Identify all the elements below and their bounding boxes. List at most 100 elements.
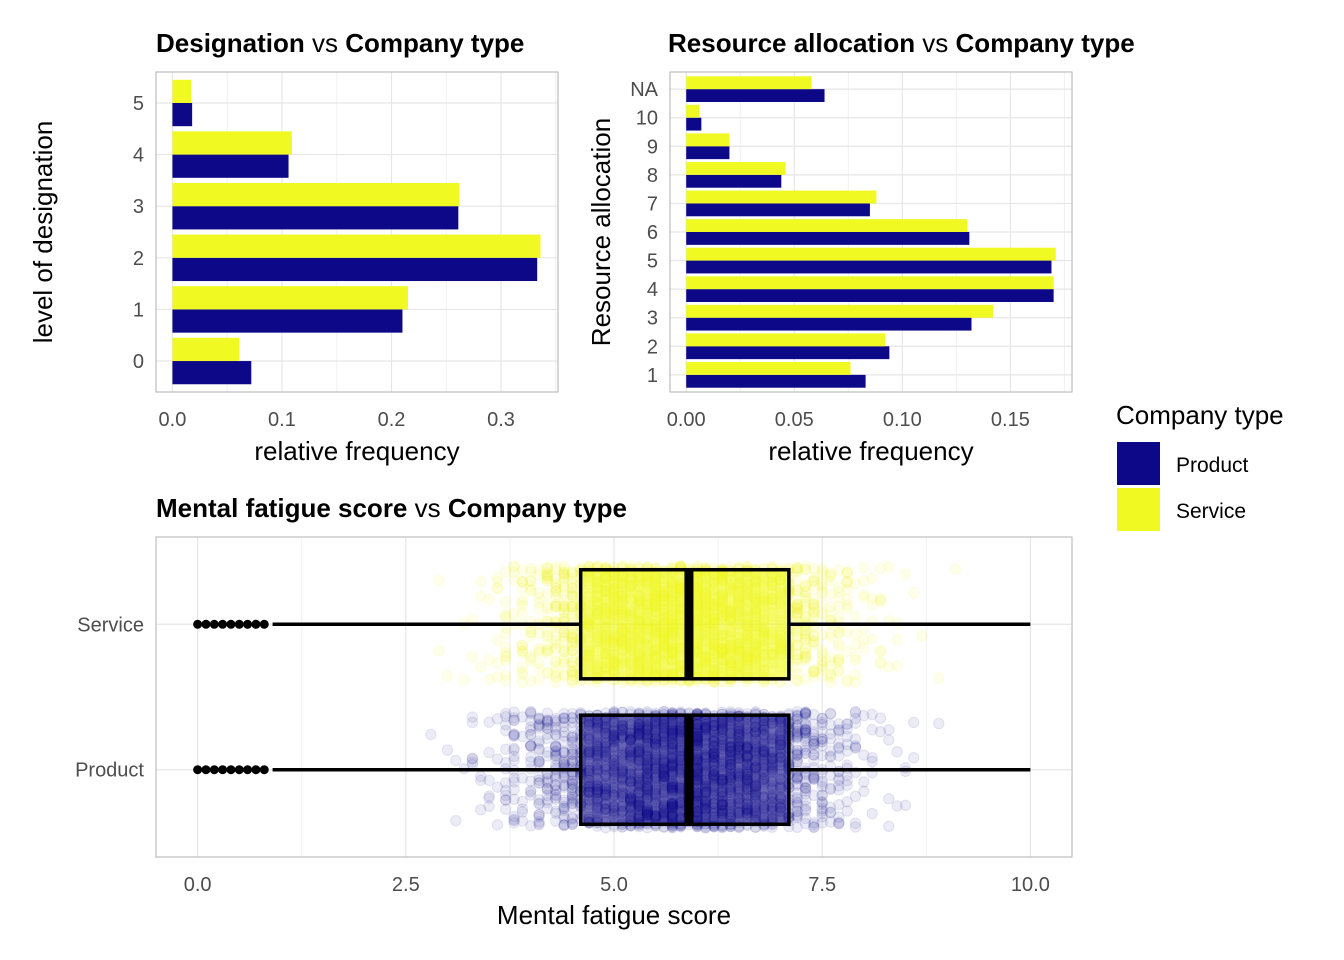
jitter-point xyxy=(874,562,887,574)
jitter-point xyxy=(791,755,803,768)
jitter-point xyxy=(566,631,579,643)
jitter-point xyxy=(558,645,570,658)
jitter-point xyxy=(816,565,828,577)
jitter-point xyxy=(533,735,545,747)
jitter-point xyxy=(791,747,803,759)
jitter-point xyxy=(525,630,537,642)
jitter-point xyxy=(441,670,454,682)
jitter-point xyxy=(525,714,537,727)
jitter-point xyxy=(799,724,812,736)
jitter-point xyxy=(816,807,828,820)
jitter-point xyxy=(566,582,579,594)
jitter-point xyxy=(566,755,579,768)
jitter-point xyxy=(525,708,537,720)
jitter-point xyxy=(833,586,845,598)
jitter-point xyxy=(533,819,545,831)
jitter-point xyxy=(791,638,803,650)
bar-service-1 xyxy=(686,362,851,375)
jitter-point xyxy=(566,601,579,613)
jitter-point xyxy=(558,626,570,638)
y-axis-label: Resource allocation xyxy=(586,118,616,346)
jitter-point xyxy=(849,740,862,752)
jitter-point xyxy=(533,663,545,675)
jitter-point xyxy=(816,663,828,675)
jitter-point xyxy=(824,669,837,682)
chart-title-part: vs xyxy=(305,28,345,58)
jitter-point xyxy=(525,706,537,719)
jitter-point xyxy=(799,782,812,794)
jitter-point xyxy=(791,725,803,738)
jitter-point xyxy=(824,575,837,587)
jitter-point xyxy=(500,707,512,720)
jitter-point xyxy=(791,756,803,768)
jitter-point xyxy=(808,603,820,615)
jitter-point xyxy=(833,798,845,811)
jitter-point xyxy=(558,746,570,758)
jitter-point xyxy=(566,813,579,825)
jitter-point xyxy=(475,770,487,783)
jitter-point xyxy=(799,727,812,739)
jitter-point xyxy=(791,811,803,824)
jitter-point xyxy=(558,655,570,668)
jitter-point xyxy=(558,720,570,733)
jitter-point xyxy=(558,567,570,579)
jitter-point xyxy=(791,771,803,783)
bar-service-1 xyxy=(172,286,408,310)
jitter-point xyxy=(791,749,803,761)
jitter-point xyxy=(849,707,862,719)
jitter-point xyxy=(500,724,512,737)
jitter-point xyxy=(508,750,520,763)
jitter-point xyxy=(808,629,820,642)
jitter-point xyxy=(516,607,529,619)
jitter-point xyxy=(791,799,803,812)
jitter-point xyxy=(475,576,487,588)
jitter-point xyxy=(791,798,803,810)
jitter-point xyxy=(541,572,554,584)
jitter-point xyxy=(866,572,878,584)
jitter-point xyxy=(558,716,570,728)
jitter-point xyxy=(550,582,562,594)
jitter-point xyxy=(791,728,803,740)
jitter-point xyxy=(533,774,545,786)
jitter-point xyxy=(508,729,520,742)
jitter-point xyxy=(566,676,579,689)
jitter-point xyxy=(508,813,520,826)
jitter-point xyxy=(558,796,570,809)
jitter-point xyxy=(541,562,554,574)
jitter-point xyxy=(541,643,554,655)
y-tick-label: 5 xyxy=(647,251,658,273)
chart-title-part: Company type xyxy=(345,28,524,58)
jitter-point xyxy=(816,749,828,762)
x-tick-label: 0.3 xyxy=(487,409,515,431)
jitter-point xyxy=(500,646,512,659)
jitter-point xyxy=(816,733,828,745)
jitter-point xyxy=(566,716,579,729)
jitter-point xyxy=(791,674,803,686)
jitter-point xyxy=(491,753,504,765)
jitter-point xyxy=(558,756,570,769)
jitter-point xyxy=(866,708,878,721)
jitter-point xyxy=(808,732,820,744)
jitter-point xyxy=(841,645,853,658)
jitter-point xyxy=(483,654,495,666)
jitter-point xyxy=(566,669,579,682)
jitter-point xyxy=(799,602,812,614)
jitter-point xyxy=(808,754,820,767)
jitter-point xyxy=(566,606,579,619)
jitter-point xyxy=(824,733,837,745)
jitter-point xyxy=(799,782,812,794)
jitter-point xyxy=(799,594,812,607)
jitter-point xyxy=(808,571,820,584)
jitter-point xyxy=(550,748,562,760)
jitter-point xyxy=(541,647,554,659)
jitter-point xyxy=(858,785,870,797)
jitter-point xyxy=(791,731,803,743)
jitter-point xyxy=(500,757,512,769)
jitter-point xyxy=(516,661,529,674)
jitter-point xyxy=(816,739,828,752)
jitter-point xyxy=(799,724,812,737)
jitter-point xyxy=(541,777,554,789)
jitter-point xyxy=(833,724,845,736)
